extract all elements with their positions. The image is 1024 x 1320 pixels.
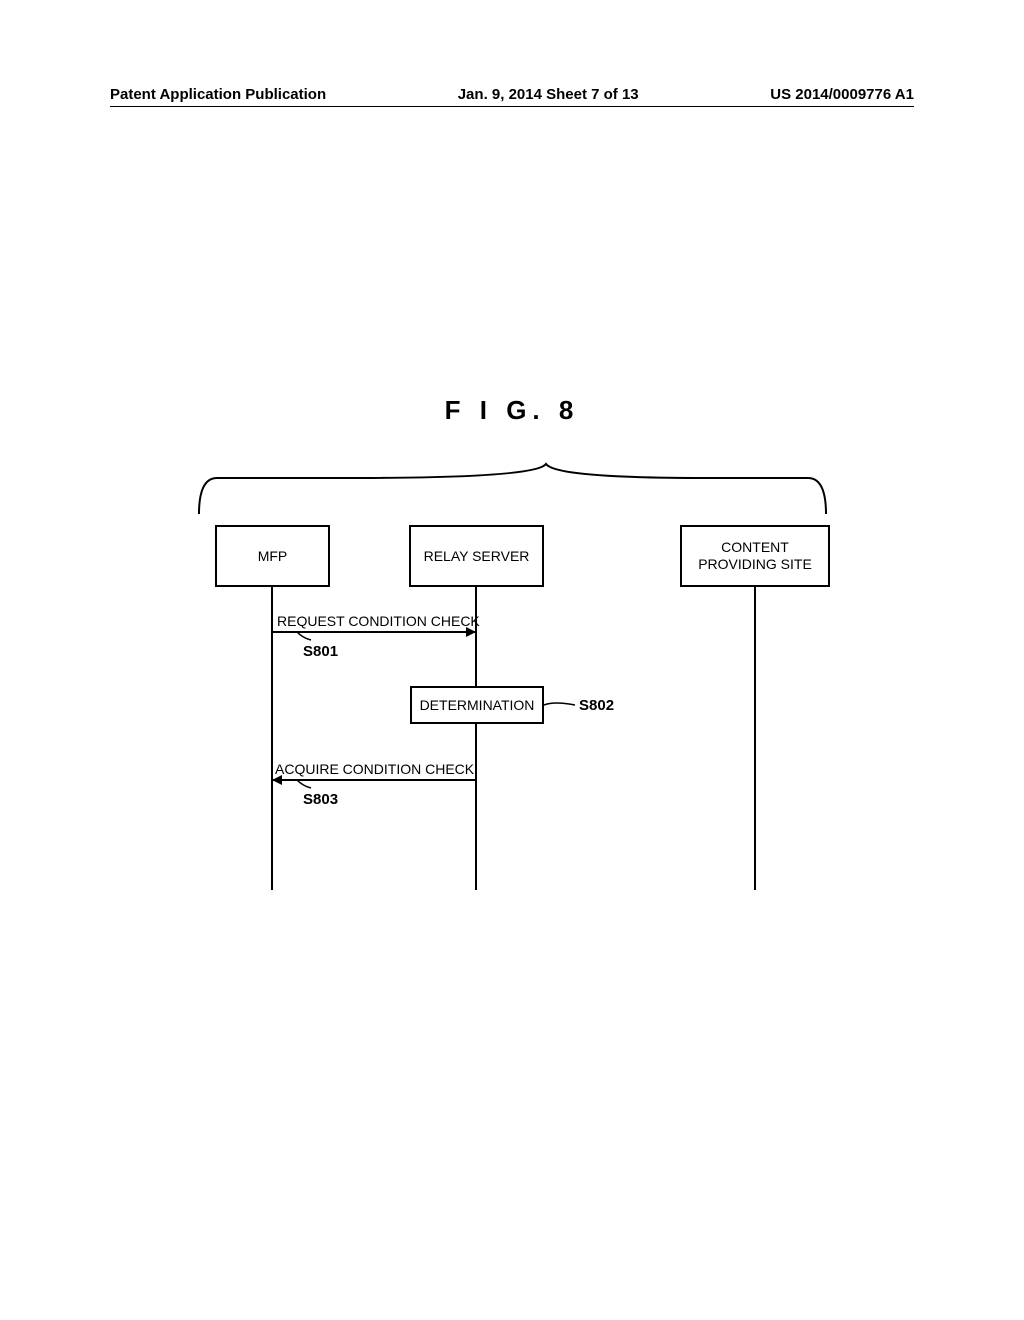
header-center: Jan. 9, 2014 Sheet 7 of 13 [458, 86, 639, 103]
arrow-label-s803: ACQUIRE CONDITION CHECK [275, 761, 474, 777]
header-right: US 2014/0009776 A1 [770, 86, 914, 103]
step-s802: S802 [579, 697, 614, 714]
arrows-layer [195, 450, 830, 910]
page-header: Patent Application Publication Jan. 9, 2… [110, 86, 914, 103]
arrow-label-s801: REQUEST CONDITION CHECK [277, 613, 480, 629]
step-s803: S803 [303, 791, 338, 808]
header-rule [110, 106, 914, 107]
step-s801: S801 [303, 643, 338, 660]
sequence-diagram: MFPRELAY SERVERCONTENTPROVIDING SITEDETE… [195, 450, 830, 910]
figure-title: F I G. 8 [0, 395, 1024, 426]
header-left: Patent Application Publication [110, 86, 326, 103]
